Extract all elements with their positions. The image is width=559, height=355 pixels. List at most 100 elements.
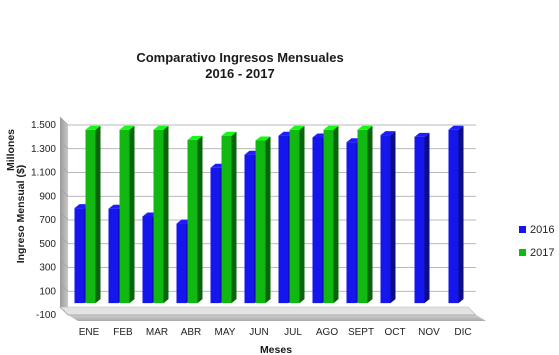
bar-2017-MAY	[221, 131, 237, 304]
x-tick-label: ENE	[79, 327, 100, 338]
bar-2017-MAR	[153, 125, 169, 304]
x-axis-label: Meses	[260, 344, 292, 355]
gridline-depth	[59, 259, 69, 268]
bar-front	[187, 139, 198, 304]
x-tick-label: FEB	[113, 327, 133, 338]
gridline-depth	[59, 116, 69, 126]
bar-side	[333, 125, 339, 304]
bar-2017-SEPT	[357, 125, 373, 304]
bar-top	[119, 125, 135, 130]
x-tick-label: JUN	[249, 327, 268, 338]
bar-front	[448, 129, 459, 304]
bar-top	[187, 135, 203, 140]
bar-front	[176, 223, 187, 304]
bar-side	[390, 131, 396, 304]
gridline-depth	[59, 282, 69, 292]
bar-front	[108, 208, 119, 304]
gridline-depth	[59, 235, 69, 245]
bar-front	[323, 129, 334, 304]
y-axis-ticks: -100 100 300 500 700 900 1.100 1.300 1.500	[31, 120, 56, 321]
gridline-depth	[59, 164, 69, 173]
bar-front	[244, 154, 255, 304]
bar-front	[142, 216, 153, 304]
legend-label-2017: 2017	[530, 247, 554, 259]
bar-front	[312, 137, 323, 304]
bar-front	[278, 135, 289, 304]
bars	[74, 125, 464, 304]
bar-front	[221, 135, 232, 304]
y-axis-unit: Millones	[5, 129, 17, 171]
bar-2016-OCT	[380, 131, 396, 304]
bar-2017-ENE	[85, 125, 101, 304]
bar-top	[255, 136, 271, 141]
y-tick-label: 900	[39, 191, 56, 202]
bar-side	[367, 125, 373, 304]
bar-top	[357, 125, 373, 130]
bar-2017-JUL	[289, 125, 305, 304]
bar-top	[153, 125, 169, 130]
x-tick-label: DIC	[454, 327, 471, 338]
bar-top	[221, 131, 237, 136]
bar-2017-FEB	[119, 125, 135, 304]
bar-front	[74, 208, 85, 304]
y-tick-label: 300	[39, 263, 56, 274]
bar-front	[210, 167, 221, 304]
bar-front	[255, 140, 266, 304]
bar-front	[380, 135, 391, 304]
bar-2017-ABR	[187, 135, 203, 304]
bar-side	[129, 125, 135, 304]
bar-top	[85, 125, 101, 130]
bar-front	[85, 129, 96, 304]
legend: 2016 2017	[519, 224, 554, 259]
bar-front	[357, 129, 368, 304]
gridline-depth	[59, 187, 69, 197]
bar-side	[424, 132, 430, 304]
x-tick-label: OCT	[384, 327, 405, 338]
y-tick-label: 700	[39, 215, 56, 226]
x-tick-label: SEPT	[348, 327, 374, 338]
bar-side	[197, 135, 203, 304]
chart-title-line1: Comparativo Ingresos Mensuales	[136, 50, 343, 65]
bar-2016-DIC	[448, 125, 464, 304]
x-tick-label: MAY	[215, 327, 236, 338]
bar-side	[163, 125, 169, 304]
chart-title-line2: 2016 - 2017	[205, 66, 274, 81]
bar-side	[95, 125, 101, 304]
legend-label-2016: 2016	[530, 224, 554, 236]
bar-2017-JUN	[255, 136, 271, 304]
gridline-depth	[59, 140, 69, 150]
bar-top	[323, 125, 339, 130]
y-tick-label: -100	[36, 310, 56, 321]
bar-side	[299, 125, 305, 304]
bar-top	[448, 125, 464, 130]
bar-side	[265, 136, 271, 304]
floor	[59, 306, 477, 316]
legend-swatch-2016	[519, 226, 526, 233]
gridline-depth	[59, 306, 69, 316]
bar-front	[289, 129, 300, 304]
bar-top	[289, 125, 305, 130]
y-tick-label: 1.100	[31, 168, 56, 179]
bar-top	[380, 131, 396, 136]
x-tick-label: NOV	[418, 327, 440, 338]
y-tick-label: 500	[39, 239, 56, 250]
x-tick-label: MAR	[146, 327, 168, 338]
y-tick-label: 1.500	[31, 120, 56, 131]
legend-swatch-2017	[519, 249, 526, 256]
bar-front	[414, 136, 425, 304]
x-tick-label: ABR	[181, 327, 202, 338]
bar-side	[231, 131, 237, 304]
bar-top	[414, 132, 430, 137]
chart-walls	[59, 117, 486, 321]
gridlines	[59, 116, 476, 316]
y-tick-label: 1.300	[31, 144, 56, 155]
x-tick-label: JUL	[284, 327, 302, 338]
bar-2017-AGO	[323, 125, 339, 304]
bar-front	[119, 129, 130, 304]
bar-front	[153, 129, 164, 304]
bar-front	[346, 142, 357, 304]
floor-edge	[68, 315, 486, 321]
bar-side	[458, 125, 464, 304]
